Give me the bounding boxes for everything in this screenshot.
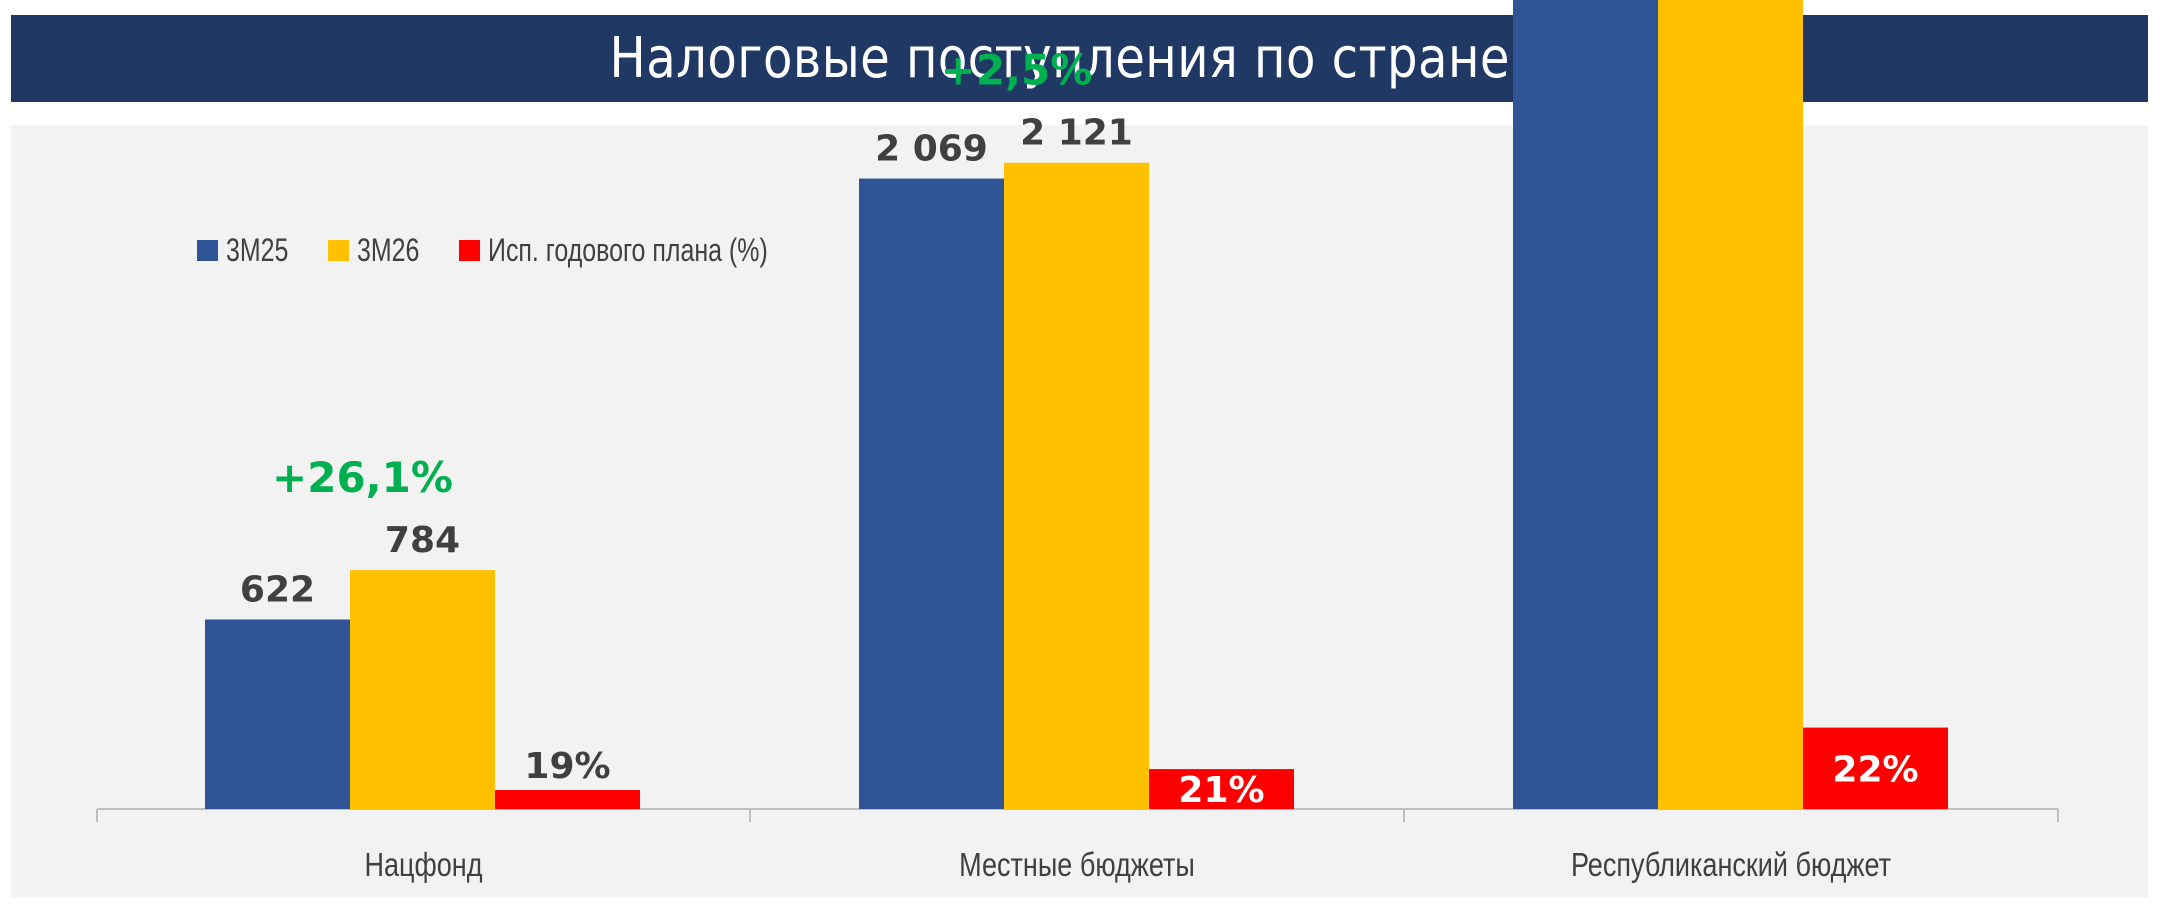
data-label-2-2: 22% (1832, 749, 1918, 790)
growth-label-0: +26,1% (272, 453, 453, 502)
data-label-0-2: 19% (524, 746, 610, 787)
legend-swatch-3m26 (328, 240, 350, 261)
bar-0-1 (350, 570, 495, 809)
legend-label-3m26: 3М26 (357, 232, 420, 268)
legend-swatch-plan (459, 240, 481, 261)
legend-item-3m26: 3М26 (328, 232, 437, 269)
category-label-0: Нацфонд (364, 848, 482, 884)
category-label-1: Местные бюджеты (959, 848, 1195, 884)
data-label-1-1: 2 121 (1020, 113, 1133, 154)
legend-swatch-3m25 (197, 240, 218, 261)
bar-2-2 (1803, 727, 1948, 809)
category-label-2: Республиканский бюджет (1571, 848, 1891, 884)
bar-2-0 (1513, 0, 1658, 809)
data-label-1-0: 2 069 (875, 129, 988, 170)
legend-item-plan: Исп. годового плана (%) (459, 232, 847, 269)
legend-label-3m25: 3М25 (226, 232, 289, 268)
bar-1-0 (859, 178, 1004, 810)
bar-2-1 (1658, 0, 1803, 810)
chart-legend: 3М25 3М26 Исп. годового плана (%) (197, 232, 869, 269)
bar-0-0 (205, 619, 350, 809)
data-label-0-0: 622 (240, 569, 315, 610)
growth-label-1: +2,5% (941, 46, 1093, 95)
legend-label-plan: Исп. годового плана (%) (488, 232, 768, 268)
bar-0-2 (495, 790, 640, 809)
data-label-0-1: 784 (385, 520, 460, 561)
data-label-1-2: 21% (1178, 770, 1264, 811)
legend-item-3m25: 3М25 (197, 232, 306, 269)
bar-1-2 (1149, 769, 1294, 809)
page-title: Налоговые поступления по стране * (609, 26, 1550, 91)
bar-1-1 (1004, 162, 1149, 809)
